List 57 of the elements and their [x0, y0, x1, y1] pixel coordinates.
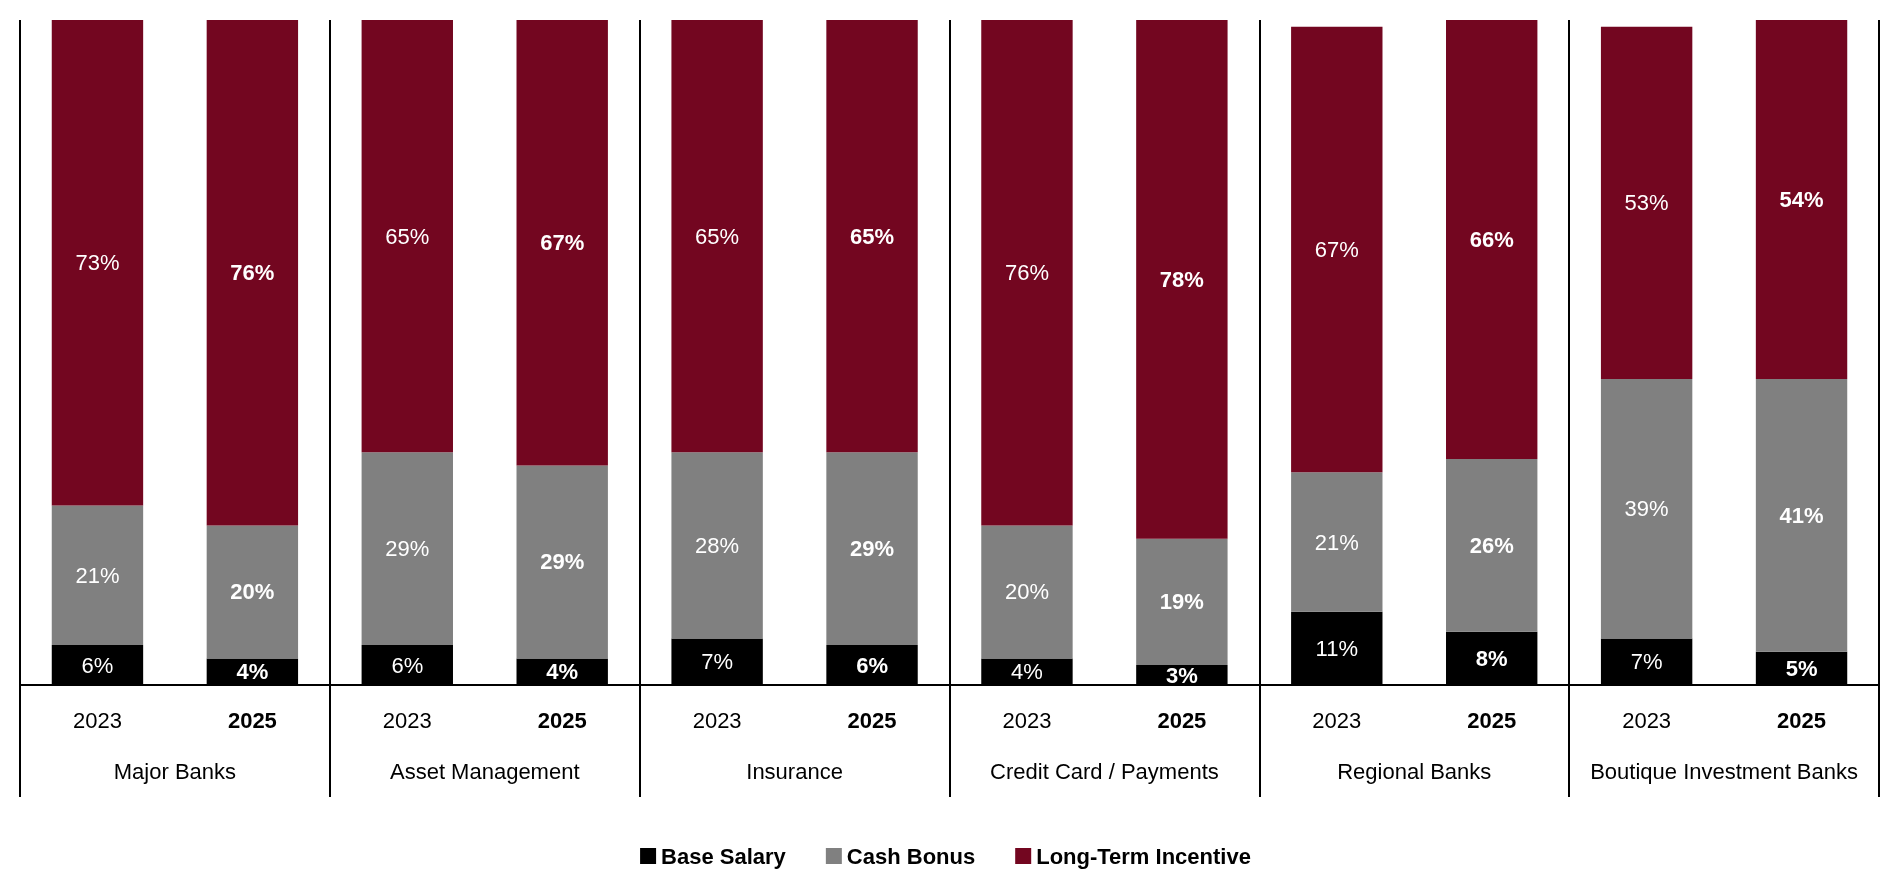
data-label: 11% [1315, 635, 1358, 661]
legend-label: Base Salary [661, 843, 787, 869]
data-label: 28% [695, 532, 740, 558]
data-label: 20% [1004, 579, 1049, 605]
legend-label: Cash Bonus [846, 843, 976, 869]
text: Credit Card / Payments [990, 758, 1219, 784]
x-tick-label: 2023 [72, 707, 122, 733]
data-label: 65% [695, 223, 740, 249]
x-tick-label: 2025 [227, 707, 277, 733]
data-label: 78% [1159, 266, 1204, 292]
x-tick-label: 2023 [1312, 707, 1362, 733]
data-label: 7% [701, 649, 734, 675]
data-label: 21% [1314, 529, 1359, 555]
data-label: 6% [856, 652, 888, 678]
data-label: 29% [540, 549, 585, 575]
data-label: 6% [81, 652, 114, 678]
x-tick-label: 2023 [1622, 707, 1672, 733]
x-tick-label: 2025 [1467, 707, 1517, 733]
data-label: 21% [75, 562, 120, 588]
data-label: 26% [1469, 532, 1514, 558]
data-label: 41% [1779, 502, 1824, 528]
x-tick-label: 2025 [1777, 707, 1827, 733]
data-label: 8% [1475, 645, 1508, 671]
text: Major Banks [113, 758, 237, 784]
data-label: 76% [1004, 260, 1049, 286]
data-label: 4% [546, 659, 579, 685]
data-label: 54% [1779, 187, 1824, 213]
legend-label: Long-Term Incentive [1036, 843, 1251, 869]
data-label: 5% [1785, 655, 1818, 681]
text: Regional Banks [1337, 758, 1492, 784]
text: Asset Management [389, 758, 580, 784]
data-label: 3% [1165, 662, 1198, 688]
data-label: 29% [850, 536, 895, 562]
x-tick-label: 2023 [382, 707, 432, 733]
data-label: 6% [391, 652, 424, 678]
data-label: 53% [1624, 190, 1669, 216]
text: Boutique Investment Banks [1590, 758, 1858, 784]
x-tick-label: 2025 [847, 707, 897, 733]
data-label: 39% [1624, 496, 1669, 522]
data-label: 29% [385, 536, 430, 562]
x-tick-label: 2023 [692, 707, 742, 733]
data-label: 65% [850, 223, 895, 249]
data-label: 65% [385, 223, 430, 249]
data-label: 20% [230, 579, 275, 605]
data-label: 4% [236, 659, 269, 685]
x-tick-label: 2025 [537, 707, 587, 733]
data-label: 19% [1159, 589, 1204, 615]
data-label: 67% [1314, 236, 1359, 262]
data-label: 73% [75, 250, 120, 276]
data-label: 7% [1630, 649, 1663, 675]
x-tick-label: 2025 [1157, 707, 1207, 733]
data-label: 76% [230, 260, 275, 286]
data-label: 4% [1011, 659, 1043, 685]
data-label: 66% [1469, 226, 1514, 252]
data-label: 67% [540, 230, 585, 256]
x-tick-label: 2023 [1002, 707, 1052, 733]
text: Insurance [746, 758, 843, 784]
